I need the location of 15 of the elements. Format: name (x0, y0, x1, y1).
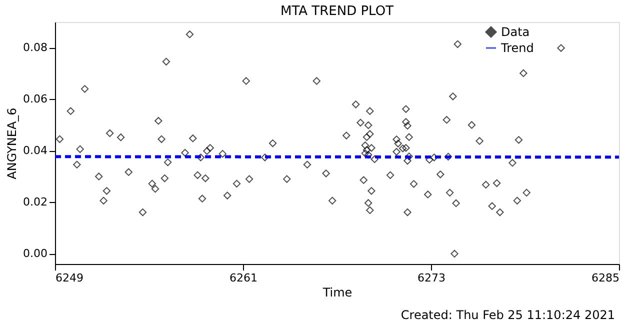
y-tick-label: 0.00 (23, 247, 48, 260)
x-tick-label: 6285 (592, 272, 620, 284)
text: Created: Thu Feb 25 11:10:24 2021 (400, 308, 615, 320)
x-tick-label: 6273 (418, 272, 446, 284)
y-tick-label: 0.04 (23, 144, 48, 158)
legend-label: Trend (500, 41, 534, 55)
x-tick-label: 6249 (56, 272, 84, 284)
legend-label: Data (501, 25, 530, 39)
y-axis-title: ANGYNEA_6 (5, 108, 20, 180)
x-axis-title: Time (322, 286, 352, 300)
y-tick-label: 0.06 (23, 92, 48, 106)
y-tick-label: 0.08 (23, 41, 48, 54)
x-tick-label: 6261 (230, 272, 258, 284)
y-tick-label: 0.02 (23, 196, 48, 209)
chart-title: MTA TREND PLOT (280, 4, 394, 19)
